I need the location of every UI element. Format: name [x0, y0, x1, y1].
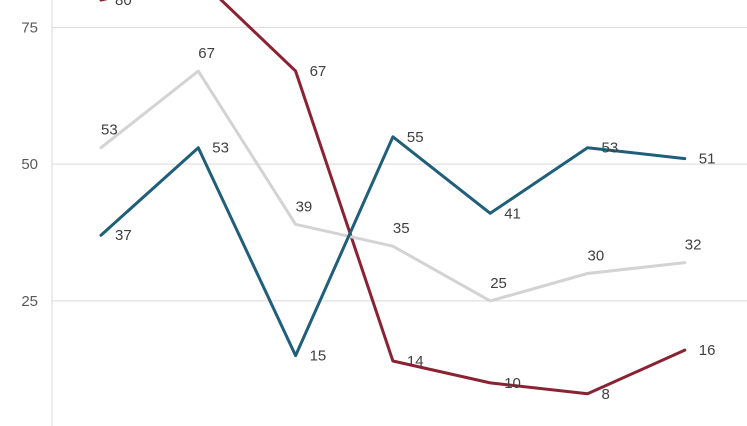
- data-labels: 80 67 14 10 8 16 53 67 39 35 25 30 32 37 53 15 55 41 53 51: [101, 0, 715, 403]
- data-label: 39: [296, 198, 313, 215]
- series-line-2: [99, 69, 687, 303]
- data-label: 8: [602, 386, 610, 403]
- data-label: 41: [504, 205, 521, 222]
- data-label: 55: [407, 129, 424, 146]
- series-line-1: [99, 0, 687, 396]
- y-tick-label: 50: [21, 156, 38, 173]
- y-tick-label: 25: [21, 293, 38, 310]
- data-label: 51: [699, 151, 716, 168]
- y-tick-label: 75: [21, 19, 38, 36]
- data-label: 67: [310, 63, 327, 80]
- gridlines: [52, 26, 747, 302]
- data-label: 30: [588, 248, 605, 265]
- data-label: 67: [198, 45, 215, 62]
- series-line-3: [99, 135, 687, 358]
- data-label: 10: [504, 375, 521, 392]
- data-label: 80: [115, 0, 132, 9]
- y-tick-labels: 25 50 75: [21, 19, 38, 310]
- data-label: 35: [393, 220, 410, 237]
- data-label: 14: [407, 353, 424, 370]
- data-label: 53: [212, 140, 229, 157]
- data-label: 32: [685, 237, 702, 254]
- data-label: 15: [310, 348, 327, 365]
- data-label: 25: [490, 275, 507, 292]
- data-label: 37: [115, 227, 132, 244]
- data-label: 16: [699, 342, 716, 359]
- data-label: 53: [602, 140, 619, 157]
- series-lines: [99, 0, 687, 396]
- data-label: 53: [101, 122, 118, 139]
